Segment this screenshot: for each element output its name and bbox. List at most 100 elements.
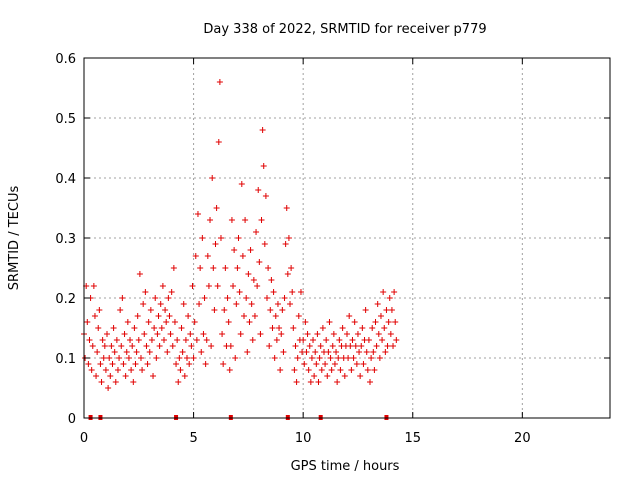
data-point [369, 325, 376, 331]
data-point [374, 301, 381, 307]
data-point [354, 331, 361, 337]
data-point [239, 253, 246, 259]
data-point [202, 361, 209, 367]
data-point [113, 337, 120, 343]
data-point [376, 355, 383, 361]
data-point [318, 367, 325, 373]
data-point [176, 355, 183, 361]
data-point [356, 349, 363, 355]
data-point [131, 325, 138, 331]
data-point [211, 307, 218, 313]
data-point [336, 337, 343, 343]
data-point [380, 289, 387, 295]
data-point [145, 319, 152, 325]
data-point [127, 337, 134, 343]
data-point [363, 349, 370, 355]
data-point [327, 355, 334, 361]
data-point [95, 325, 102, 331]
data-point [392, 319, 399, 325]
data-point [381, 325, 388, 331]
data-point [158, 325, 165, 331]
x-tick-label: 15 [404, 431, 421, 446]
data-point [136, 271, 143, 277]
data-point [255, 187, 262, 193]
data-point [282, 241, 289, 247]
data-point [139, 367, 146, 373]
data-point [368, 355, 375, 361]
data-point [288, 265, 295, 271]
data-point [262, 193, 269, 199]
data-point [170, 265, 177, 271]
data-point [370, 349, 377, 355]
data-point [169, 343, 176, 349]
data-point [256, 259, 263, 265]
data-point [337, 367, 344, 373]
data-point [310, 337, 317, 343]
data-point [346, 313, 353, 319]
data-point [150, 373, 157, 379]
data-point [372, 319, 379, 325]
data-point [106, 355, 113, 361]
y-tick-label: 0 [68, 412, 76, 427]
data-point [248, 301, 255, 307]
data-point [303, 349, 310, 355]
data-point [364, 367, 371, 373]
data-point [240, 313, 247, 319]
data-point [324, 373, 331, 379]
data-point [305, 367, 312, 373]
data-point [157, 301, 164, 307]
data-point [371, 367, 378, 373]
data-point [325, 349, 332, 355]
data-point [276, 325, 283, 331]
x-axis-label: GPS time / hours [291, 459, 400, 474]
data-point [193, 337, 200, 343]
data-point [353, 361, 360, 367]
data-point [216, 79, 223, 85]
data-point [297, 289, 304, 295]
data-point [134, 313, 141, 319]
data-point [85, 361, 92, 367]
data-point [192, 253, 199, 259]
data-point [179, 349, 186, 355]
data-point [209, 175, 216, 181]
data-point [104, 331, 111, 337]
data-point [185, 313, 192, 319]
data-point [111, 349, 118, 355]
data-point [186, 361, 193, 367]
data-point [129, 343, 136, 349]
data-point [358, 343, 365, 349]
data-point [181, 373, 188, 379]
data-point [233, 301, 240, 307]
data-point [352, 343, 359, 349]
data-point [110, 325, 117, 331]
data-point [267, 307, 274, 313]
data-point [182, 337, 189, 343]
data-point [148, 337, 155, 343]
data-point [189, 283, 196, 289]
data-point [197, 265, 204, 271]
data-point [159, 283, 166, 289]
data-point [266, 343, 273, 349]
data-point [143, 343, 150, 349]
data-point [257, 331, 264, 337]
y-tick-label: 0.1 [55, 352, 76, 367]
data-point [199, 235, 206, 241]
data-point [84, 319, 91, 325]
data-point [335, 355, 342, 361]
data-point [295, 313, 302, 319]
data-point [171, 319, 178, 325]
data-point [351, 319, 358, 325]
data-point [382, 349, 389, 355]
data-point [328, 367, 335, 373]
data-point [116, 355, 123, 361]
data-point [291, 367, 298, 373]
data-point [165, 295, 172, 301]
y-tick-label: 0.5 [55, 112, 76, 127]
grid [84, 58, 610, 418]
data-point [390, 343, 397, 349]
data-point [367, 379, 374, 385]
data-series [81, 79, 400, 391]
data-point [313, 361, 320, 367]
data-point [289, 289, 296, 295]
